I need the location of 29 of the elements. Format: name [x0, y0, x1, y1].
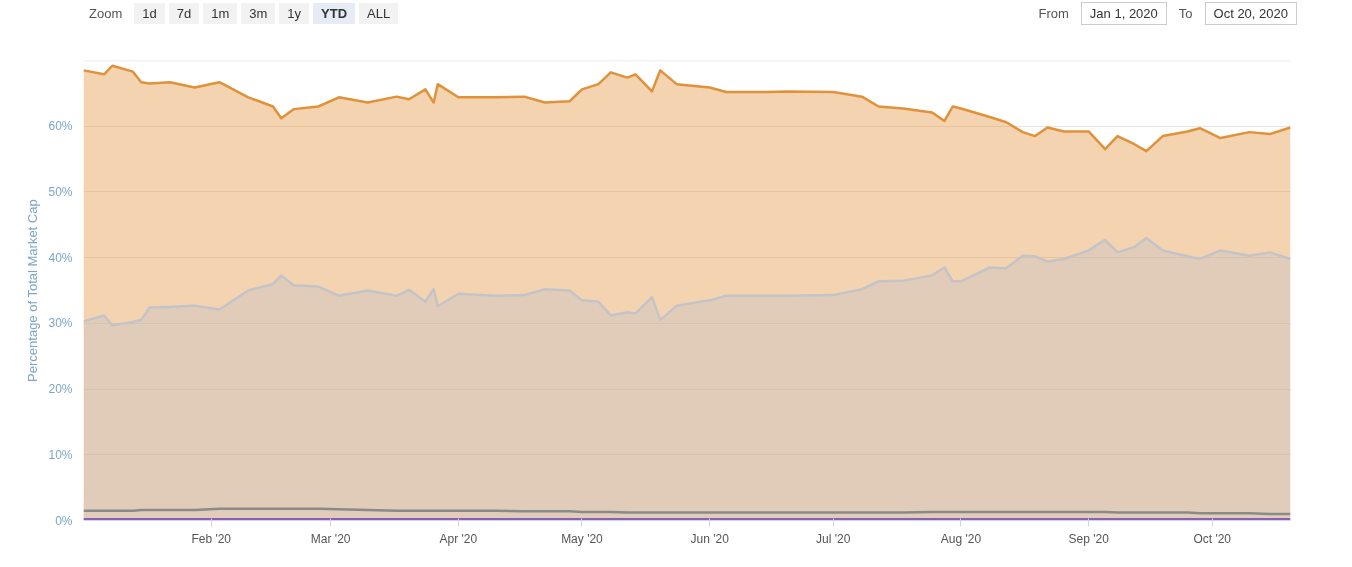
- y-axis-title: Percentage of Total Market Cap: [25, 199, 41, 382]
- text: From: [1037, 5, 1070, 23]
- text: Jan 1, 2020: [1080, 2, 1167, 25]
- x-tick-label: Mar '20: [310, 531, 351, 546]
- x-tick-label: Jul '20: [816, 531, 851, 546]
- y-tick-label: 50%: [48, 184, 73, 199]
- y-tick-label: 10%: [48, 447, 73, 462]
- text: 7d: [168, 3, 200, 24]
- x-tick-label: Aug '20: [940, 531, 982, 546]
- x-tick-label: Sep '20: [1068, 531, 1110, 546]
- text: 3m: [241, 3, 276, 24]
- y-tick-label: 0%: [55, 513, 73, 528]
- y-tick-label: 60%: [48, 119, 73, 134]
- text: 1d: [134, 3, 165, 24]
- x-tick-label: Jun '20: [690, 531, 730, 546]
- y-tick-label: 40%: [48, 250, 73, 265]
- y-tick-label: 30%: [48, 316, 73, 331]
- text: Oct 20, 2020: [1204, 2, 1297, 25]
- text: To: [1177, 5, 1194, 23]
- text: 1m: [203, 3, 238, 24]
- text: ALL: [359, 3, 399, 24]
- text: YTD: [313, 3, 356, 24]
- x-tick-label: May '20: [561, 531, 604, 546]
- y-tick-label: 20%: [48, 382, 73, 397]
- x-tick-label: Apr '20: [439, 531, 478, 546]
- text: Zoom: [88, 5, 124, 23]
- text: 1y: [279, 3, 310, 24]
- x-tick-label: Oct '20: [1193, 531, 1232, 546]
- x-tick-label: Feb '20: [191, 531, 232, 546]
